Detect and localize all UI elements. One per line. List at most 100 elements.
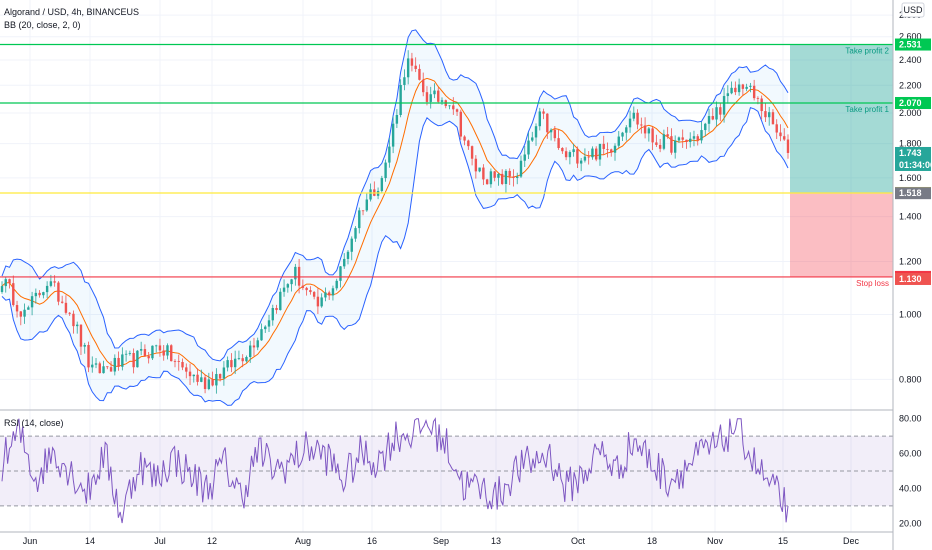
candle (527, 132, 530, 159)
candle-body (290, 279, 293, 285)
time-tick-label: Jun (23, 536, 38, 546)
candle-body (410, 58, 414, 66)
price-tick-label: 1.800 (899, 139, 922, 149)
candle (173, 359, 177, 368)
candle-body (8, 279, 11, 284)
candle (241, 354, 244, 368)
candle-body (19, 311, 23, 317)
candle (531, 131, 534, 142)
candle (692, 130, 696, 147)
candle-body (128, 353, 132, 354)
stop-loss-zone (790, 192, 893, 277)
candle-body (689, 138, 692, 143)
candle-body (546, 113, 549, 133)
candle (27, 305, 30, 310)
candle-body (83, 344, 86, 347)
candle-body (470, 146, 474, 159)
rsi-indicator-label[interactable]: RSI (14, close) (4, 418, 64, 428)
candle (685, 139, 688, 149)
candle-body (463, 136, 466, 141)
candle-body (327, 292, 331, 296)
candle-body (196, 374, 199, 382)
candle-body (489, 171, 493, 185)
candle-body (0, 286, 4, 292)
candle (170, 344, 173, 362)
candle (320, 293, 323, 308)
candle-body (606, 148, 609, 150)
candle-body (692, 136, 696, 139)
candle-body (598, 143, 602, 160)
candle-body (369, 189, 372, 200)
candle (290, 278, 293, 292)
candle (45, 281, 49, 299)
candles[interactable] (0, 50, 790, 394)
candle-body (440, 100, 444, 102)
candle (595, 146, 598, 162)
candle (406, 50, 410, 85)
candle (707, 108, 711, 132)
candle (504, 169, 508, 193)
candle-body (143, 349, 147, 357)
candle-body (602, 143, 605, 149)
candle-body (358, 210, 361, 229)
rsi-axis[interactable]: 80.00 60.00 40.00 20.00 (899, 414, 922, 529)
candle (643, 117, 647, 139)
candle (264, 325, 267, 333)
candle (230, 353, 233, 373)
last-price-badge-0-bg (895, 146, 931, 171)
candle-body (628, 118, 632, 128)
candle (0, 281, 4, 294)
currency-label: USD (903, 5, 923, 15)
candle-body (79, 324, 83, 347)
candle (343, 253, 346, 269)
candle-body (177, 361, 180, 362)
candle-body (749, 85, 752, 87)
candle (549, 128, 553, 141)
price-tick-label: 2.200 (899, 80, 922, 90)
symbol-title[interactable]: Algorand / USD, 4h, BINANCEUS (4, 7, 139, 17)
candle (414, 57, 417, 73)
candle (598, 143, 602, 166)
bb-indicator-label[interactable]: BB (20, close, 2, 0) (4, 20, 81, 30)
candle-body (704, 123, 707, 131)
candle-body (500, 173, 504, 184)
time-tick-label: Sep (433, 536, 449, 546)
candle (523, 146, 526, 168)
rsi-pane[interactable] (0, 417, 893, 524)
candle-body (215, 374, 218, 386)
currency-button[interactable] (901, 2, 925, 18)
candle-body (391, 123, 395, 147)
candle-body (474, 158, 478, 172)
candle-body (542, 111, 545, 114)
candle (15, 300, 19, 318)
candle-body (188, 371, 192, 377)
candle-body (162, 350, 165, 356)
candle-body (57, 282, 60, 302)
candle-body (452, 105, 455, 110)
candle (455, 108, 459, 116)
candle-body (752, 85, 756, 99)
take-profit-1-label: Take profit 1 (845, 105, 889, 114)
candle-body (91, 364, 94, 368)
stop-loss-label: Stop loss (856, 279, 889, 288)
price-tick-label: 1.200 (899, 256, 922, 266)
candle (534, 123, 538, 146)
candle-body (437, 90, 440, 102)
candle (297, 258, 301, 294)
bb-fill (2, 29, 788, 406)
candle-body (775, 124, 778, 133)
candle (719, 102, 722, 122)
candle-body (403, 77, 406, 85)
time-axis[interactable]: Jun 14 Jul 12 Aug 16 Sep 13 Oct 18 Nov 15 Dec (23, 536, 860, 546)
candle (516, 172, 519, 185)
candle (162, 345, 165, 361)
candle (459, 109, 463, 140)
candle (102, 360, 105, 374)
candle (628, 110, 632, 133)
rsi-tick-label: 60.00 (899, 449, 922, 459)
candle (745, 83, 748, 92)
candle (512, 169, 515, 187)
candle-body (230, 360, 233, 368)
candle-body (365, 199, 368, 211)
